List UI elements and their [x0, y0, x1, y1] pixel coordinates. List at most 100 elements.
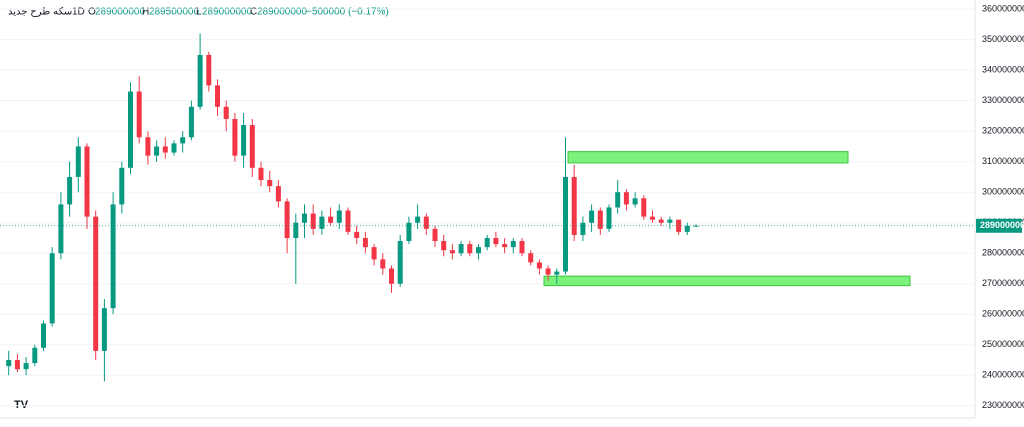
- ohlc-value: 289000000: [202, 7, 252, 18]
- candle-body: [267, 180, 273, 187]
- candle-body: [423, 216, 429, 229]
- y-tick-label: 310000000: [982, 156, 1024, 166]
- candle-body: [128, 91, 133, 168]
- candle-body: [319, 216, 325, 229]
- candle-body: [302, 213, 307, 223]
- candle-body: [397, 241, 403, 284]
- logo-mark: TV: [14, 399, 29, 411]
- candle-body: [467, 244, 473, 254]
- ohlc-label: L: [196, 7, 202, 18]
- y-tick-label: 260000000: [982, 309, 1024, 319]
- candle-body: [571, 176, 577, 235]
- candle-body: [641, 198, 647, 217]
- candle-body: [258, 167, 264, 181]
- candle-body: [667, 219, 673, 223]
- interval: 1D: [72, 7, 85, 18]
- candle-body: [406, 222, 412, 242]
- candle-body: [232, 118, 238, 156]
- y-tick-label: 250000000: [982, 339, 1024, 349]
- candle-body: [75, 146, 81, 177]
- ohlc-value: 289500000: [149, 7, 199, 18]
- y-tick-label: 340000000: [982, 65, 1024, 75]
- candle-body: [441, 241, 447, 251]
- candle-body: [49, 253, 55, 324]
- y-tick-label: 330000000: [982, 95, 1024, 105]
- candle-body: [449, 250, 455, 254]
- zone: [567, 151, 849, 164]
- candle-body: [249, 125, 255, 168]
- y-tick-label: 360000000: [982, 4, 1024, 14]
- candle-body: [502, 244, 508, 248]
- symbol: سکه طرح جدید: [8, 7, 72, 18]
- candle-body: [563, 176, 568, 272]
- candle-body: [632, 198, 638, 205]
- header: سکه طرح جدید 1D O 289000000 H 289500000 …: [8, 7, 389, 18]
- candle-body: [84, 146, 90, 217]
- ohlc-label: O: [88, 7, 96, 18]
- candle-body: [371, 247, 377, 260]
- candle-body: [623, 192, 629, 205]
- candle-body: [528, 253, 534, 263]
- candle-body: [223, 106, 229, 119]
- candle-body: [597, 210, 603, 229]
- candle-body: [180, 137, 186, 144]
- candle-body: [171, 143, 177, 153]
- ohlc-label: H: [142, 7, 149, 18]
- candle-body: [476, 247, 481, 254]
- candle-body: [32, 347, 38, 364]
- last-price-label: 289000000: [980, 220, 1024, 230]
- last-price-box: [976, 218, 1022, 233]
- candle-body: [484, 237, 490, 248]
- candle-body: [215, 85, 220, 107]
- candle-body: [606, 207, 612, 229]
- candle-body: [197, 54, 203, 107]
- candle-body: [354, 231, 360, 238]
- candle-body: [510, 241, 516, 248]
- candle-body: [119, 167, 125, 205]
- candle-body: [336, 210, 342, 223]
- candle-body: [23, 363, 29, 370]
- y-tick-label: 300000000: [982, 187, 1024, 197]
- candle-body: [188, 106, 194, 138]
- candle-body: [93, 216, 99, 351]
- candle-body: [293, 222, 299, 238]
- candle-body: [362, 237, 368, 248]
- candle-body: [328, 216, 334, 223]
- candle-body: [519, 241, 525, 254]
- y-tick-label: 320000000: [982, 126, 1024, 136]
- y-tick-label: 240000000: [982, 370, 1024, 380]
- candle-body: [275, 186, 281, 202]
- candle-body: [67, 176, 73, 205]
- candle-body: [284, 201, 290, 238]
- candle-body: [545, 268, 551, 275]
- candle-body: [458, 244, 464, 254]
- candle-body: [493, 237, 499, 245]
- candle-body: [615, 192, 621, 208]
- candle-body: [101, 308, 107, 351]
- candle-body: [580, 222, 586, 235]
- candle-body: [310, 213, 316, 229]
- candle-body: [154, 146, 160, 156]
- change: −500000 (−0.17%): [306, 7, 389, 18]
- candle-body: [432, 228, 438, 242]
- candle-body: [136, 91, 142, 138]
- candle-body: [380, 259, 386, 269]
- candle-body: [206, 54, 212, 86]
- candle-body: [110, 204, 116, 309]
- ohlc-label: C: [250, 7, 257, 18]
- zone: [543, 275, 911, 287]
- candle-body: [58, 204, 64, 254]
- candle-body: [658, 219, 664, 223]
- candle-body: [14, 360, 20, 370]
- ohlc-value: 289000000: [95, 7, 145, 18]
- candle-body: [6, 360, 12, 367]
- candle-body: [415, 216, 421, 223]
- logo: TV: [14, 399, 29, 411]
- candle-body: [162, 146, 168, 153]
- y-tick-label: 270000000: [982, 278, 1024, 288]
- candle-body: [589, 210, 595, 223]
- ohlc-value: 289000000: [257, 7, 307, 18]
- y-tick-label: 230000000: [982, 400, 1024, 410]
